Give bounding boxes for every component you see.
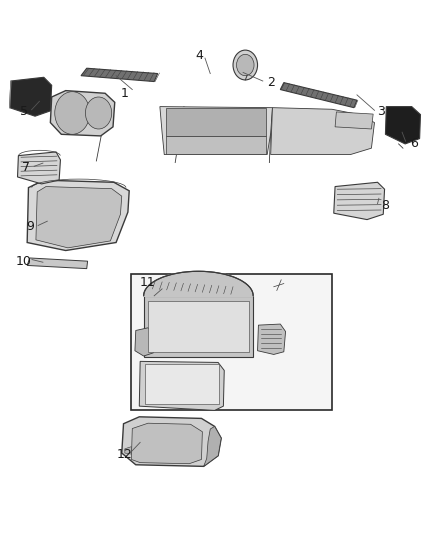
Circle shape [233, 50, 258, 80]
Polygon shape [81, 68, 158, 82]
Text: 11: 11 [140, 276, 156, 289]
Polygon shape [18, 152, 60, 184]
Text: 1: 1 [121, 87, 129, 100]
Polygon shape [125, 447, 131, 454]
Text: 7: 7 [22, 161, 30, 174]
Circle shape [55, 92, 90, 134]
Polygon shape [36, 187, 122, 248]
Polygon shape [160, 107, 272, 155]
Polygon shape [50, 91, 115, 136]
Text: 8: 8 [381, 199, 389, 212]
FancyBboxPatch shape [144, 296, 253, 357]
Text: 4: 4 [195, 50, 203, 62]
Polygon shape [131, 423, 202, 464]
FancyBboxPatch shape [166, 108, 266, 136]
Polygon shape [27, 258, 88, 269]
Text: 9: 9 [27, 220, 35, 233]
Text: 2: 2 [268, 76, 276, 89]
Polygon shape [144, 271, 253, 296]
FancyBboxPatch shape [148, 301, 249, 352]
Polygon shape [335, 112, 373, 129]
Text: 12: 12 [117, 448, 133, 461]
Polygon shape [258, 324, 286, 354]
Polygon shape [280, 83, 357, 108]
Polygon shape [151, 281, 232, 294]
FancyBboxPatch shape [166, 136, 266, 154]
Polygon shape [139, 361, 224, 410]
Text: 6: 6 [410, 138, 418, 150]
FancyBboxPatch shape [145, 364, 219, 404]
Polygon shape [204, 426, 221, 466]
Circle shape [85, 97, 112, 129]
Polygon shape [122, 417, 221, 466]
Polygon shape [27, 180, 129, 251]
Text: 3: 3 [377, 106, 385, 118]
Polygon shape [385, 107, 420, 144]
Text: 5: 5 [20, 106, 28, 118]
FancyBboxPatch shape [131, 274, 332, 410]
Polygon shape [10, 77, 52, 116]
Polygon shape [135, 328, 154, 356]
Text: 10: 10 [16, 255, 32, 268]
Polygon shape [334, 182, 385, 220]
Circle shape [237, 54, 254, 76]
Polygon shape [271, 108, 374, 155]
